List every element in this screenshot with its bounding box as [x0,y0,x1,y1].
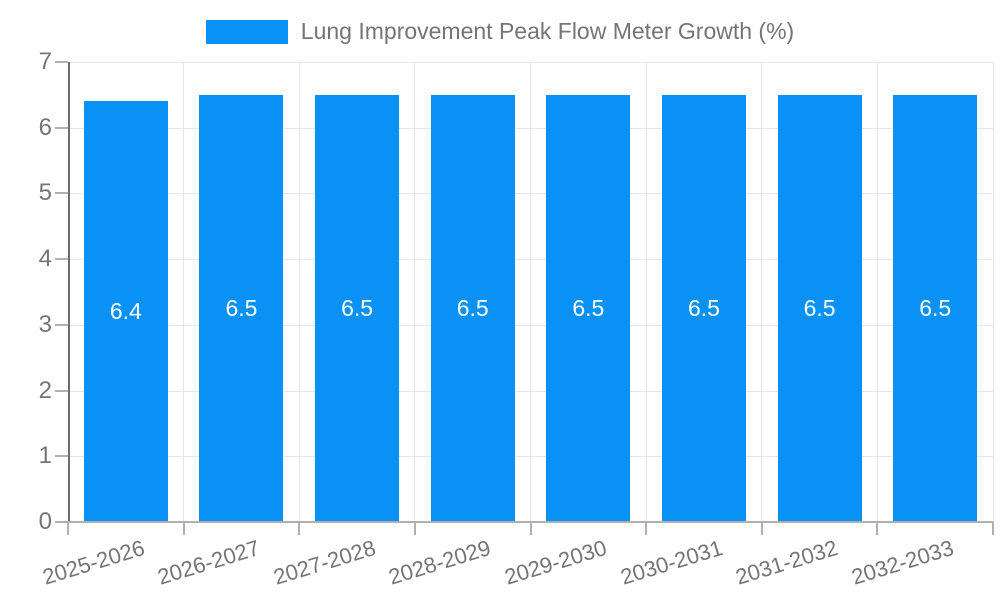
y-tick-label: 0 [38,508,52,535]
y-tick-label: 5 [38,179,52,207]
gridline-vertical [530,62,531,522]
bar-value-label: 6.5 [456,294,489,321]
legend-swatch [205,19,288,44]
x-category-label: 2026-2027 [154,535,263,590]
gridline-vertical [761,62,763,522]
bar[interactable]: 6.5 [893,94,978,522]
bar-value-label: 6.5 [341,294,374,321]
bar-value-label: 6.5 [225,294,258,321]
x-tick-mark [992,522,994,535]
gridline-vertical [645,62,647,522]
gridline-vertical [298,62,300,522]
bar-value-label: 6.5 [803,294,836,321]
x-category-label: 2025-2026 [39,535,148,590]
y-tick-label: 4 [38,245,52,273]
y-tick-mark [55,61,68,63]
legend-label: Lung Improvement Peak Flow Meter Growth … [300,18,795,44]
y-tick-mark [55,455,68,458]
x-tick-mark [298,522,301,535]
gridline-vertical [414,62,416,522]
y-tick-label: 6 [38,113,52,141]
y-tick-mark [55,258,68,261]
bar[interactable]: 6.4 [83,101,168,522]
bar-value-label: 6.5 [687,294,720,321]
x-category-label: 2031-2032 [732,535,841,590]
gridline-vertical [992,62,994,522]
x-category-label: 2032-2033 [848,535,957,590]
x-tick-mark [529,522,532,535]
x-tick-mark [182,522,185,535]
y-tick-mark [55,192,68,195]
x-tick-mark [413,522,416,535]
y-tick-mark [55,389,68,392]
y-axis-line [68,62,70,522]
y-tick-mark [55,521,68,523]
y-tick-label: 3 [38,310,52,338]
y-tick-label: 7 [38,48,52,75]
x-tick-mark [645,522,648,535]
x-category-label: 2028-2029 [386,535,494,590]
bar[interactable]: 6.5 [777,94,862,522]
gridline-vertical [183,62,185,522]
bar[interactable]: 6.5 [546,94,631,522]
bar-value-label: 6.5 [572,294,605,321]
bar[interactable]: 6.5 [430,94,515,522]
gridline-vertical [876,62,878,522]
y-tick-mark [55,323,68,326]
y-tick-label: 1 [38,442,52,470]
x-tick-mark [876,522,879,535]
legend: Lung Improvement Peak Flow Meter Growth … [0,18,1000,45]
bar-value-label: 6.5 [919,294,952,321]
x-tick-mark [760,522,763,535]
plot-area: 6.4 6.5 6.5 6.5 6.5 6.5 6.5 6.5 [68,62,994,523]
y-tick-label: 2 [38,376,52,404]
bar[interactable]: 6.5 [315,94,400,522]
bar[interactable]: 6.5 [199,94,284,522]
bar-value-label: 6.4 [109,298,142,325]
bar[interactable]: 6.5 [661,94,746,522]
x-category-label: 2029-2030 [501,535,610,590]
x-category-label: 2030-2031 [617,535,726,590]
x-category-label: 2027-2028 [270,535,379,590]
y-tick-mark [55,126,68,129]
x-tick-mark [67,522,69,535]
